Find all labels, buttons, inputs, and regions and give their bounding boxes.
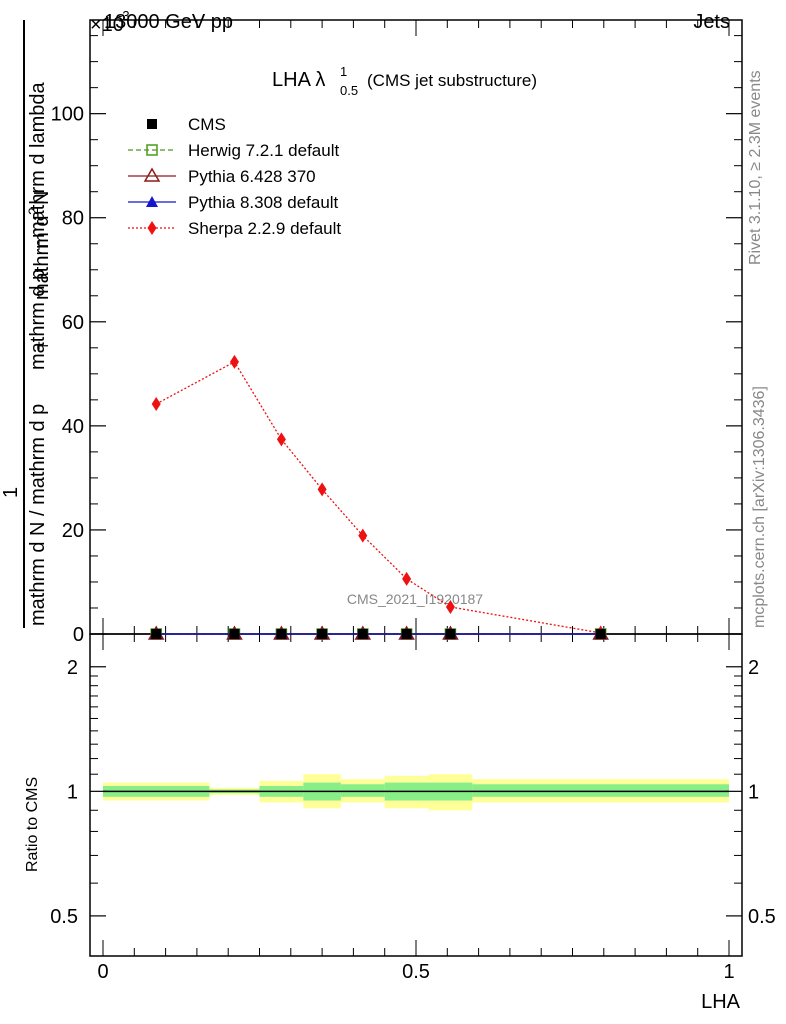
legend-marker-pythia-8-308-default [146, 196, 158, 207]
x-tick-label: 0 [97, 961, 108, 983]
y-label-sub-2: T [35, 241, 51, 250]
point-cms [151, 629, 162, 639]
y-tick-label: 80 [62, 208, 84, 230]
y-axis-label-ratio: Ratio to CMS [24, 777, 41, 872]
band-green [472, 784, 729, 797]
x-axis-label: LHA [701, 991, 741, 1013]
point-sherpa-2-2-9-default [151, 397, 161, 412]
point-sherpa-2-2-9-default [229, 354, 239, 369]
legend-label-pythia-8-308-default: Pythia 8.308 default [188, 193, 339, 212]
legend-marker-herwig-7-2-1-default [146, 144, 158, 156]
ratio-bands [103, 774, 729, 811]
y-label-sub-1: T [35, 341, 51, 350]
y-label-num-1: 1 [0, 487, 22, 498]
point-sherpa-2-2-9-default [317, 482, 327, 497]
exponent-power: -3 [118, 8, 130, 23]
ratio-tick-label-right: 2 [748, 657, 759, 679]
ratio-tick-label-right: 0.5 [748, 906, 776, 928]
ratio-tick-label: 2 [67, 657, 78, 679]
ratio-tick-label: 0.5 [50, 906, 78, 928]
y-label-sup-2: 2 [25, 207, 41, 215]
y-tick-label: 0 [73, 624, 84, 646]
title-sub: 0.5 [340, 83, 358, 98]
point-cms [229, 629, 240, 639]
top-panel-frame [89, 19, 743, 635]
point-sherpa-2-2-9-default [358, 528, 368, 543]
y-tick-label: 40 [62, 416, 84, 438]
y-label-num-2: mathrm d [31, 216, 53, 300]
y-tick-label: 60 [62, 312, 84, 334]
watermark: CMS_2021_I1920187 [347, 591, 483, 607]
y-label-num-2b: N [31, 191, 53, 205]
y-label-den-2: mathrm d p [27, 269, 49, 370]
rivet-label: Rivet 3.1.10, ≥ 2.3M events [747, 70, 764, 265]
y-label-den-2b: mathrm d lambda [27, 82, 49, 238]
legend-marker-cms [147, 119, 157, 129]
point-sherpa-2-2-9-default [402, 571, 412, 586]
header-energy: 13000 GeV pp [104, 11, 233, 33]
point-cms [401, 629, 412, 639]
y-label-den-1: mathrm d N / mathrm d p [27, 404, 49, 626]
legend-label-pythia-6-428-370: Pythia 6.428 370 [188, 167, 316, 186]
point-cms [357, 629, 368, 639]
legend: CMS Herwig 7.2.1 default Pythia 6.428 370 P… [128, 115, 341, 238]
point-cms [276, 629, 287, 639]
x-tick-label: 0.5 [402, 961, 430, 983]
legend-marker-pythia-6-428-370 [143, 167, 161, 182]
plot-title: LHA λ 1 0.5 (CMS jet substructure) [272, 64, 537, 98]
legend-label-sherpa-2-2-9-default: Sherpa 2.2.9 default [188, 219, 341, 238]
point-sherpa-2-2-9-default [276, 432, 286, 447]
title-sup: 1 [340, 64, 347, 79]
mcplots-label: mcplots.cern.ch [arXiv:1306.3436] [751, 386, 768, 628]
point-sherpa-2-2-9-default [445, 599, 455, 614]
legend-marker-sherpa-2-2-9-default [147, 221, 157, 235]
y-tick-label: 100 [51, 104, 84, 126]
legend-label-herwig-7-2-1-default: Herwig 7.2.1 default [188, 141, 339, 160]
ratio-tick-label: 1 [67, 781, 78, 803]
y-axis-label-top: 1 mathrm d N / mathrm d p T mathrm d 2 N… [0, 20, 53, 628]
y-tick-label: 20 [62, 520, 84, 542]
point-cms [317, 629, 328, 639]
header-jets: Jets [693, 11, 730, 33]
band-green [340, 784, 385, 797]
x-tick-label: 1 [723, 961, 734, 983]
series-layer [147, 354, 609, 640]
point-cms [445, 629, 456, 639]
title-suffix: (CMS jet substructure) [367, 71, 537, 90]
point-cms [595, 629, 606, 639]
legend-label-cms: CMS [188, 115, 226, 134]
axis-ticks: 0 20 40 60 80 100 0 0.5 1 0.5 0.5 1 1 2 2 [50, 20, 776, 983]
title-main: LHA λ [272, 69, 325, 91]
ratio-tick-label-right: 1 [748, 781, 759, 803]
